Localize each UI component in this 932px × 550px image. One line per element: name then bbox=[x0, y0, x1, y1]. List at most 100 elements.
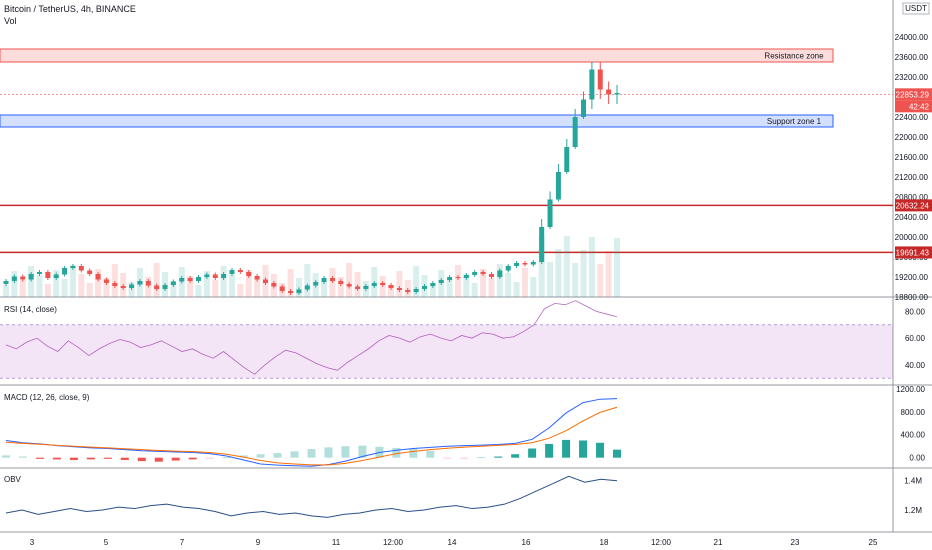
volume-bar bbox=[254, 279, 261, 297]
candle-body bbox=[447, 277, 453, 280]
volume-bar bbox=[245, 270, 252, 297]
macd-tick-label: 1200.00 bbox=[896, 385, 925, 394]
candle-body bbox=[45, 272, 51, 278]
macd-histogram-bar bbox=[460, 457, 469, 459]
macd-histogram-bar bbox=[528, 448, 537, 458]
volume-bar bbox=[220, 266, 227, 297]
obv-title: OBV bbox=[4, 475, 22, 484]
macd-histogram-bar bbox=[188, 457, 197, 460]
candle-body bbox=[120, 286, 126, 288]
rsi-line bbox=[5, 300, 618, 375]
candle-body bbox=[279, 286, 285, 291]
candle-body bbox=[405, 290, 411, 292]
macd-tick-label: 400.00 bbox=[901, 431, 926, 440]
candle-body bbox=[137, 281, 143, 285]
time-tick-label: 14 bbox=[448, 538, 457, 547]
volume-bar bbox=[555, 249, 562, 297]
candle-body bbox=[514, 263, 520, 266]
time-tick-label: 5 bbox=[104, 538, 109, 547]
volume-bar bbox=[111, 264, 118, 297]
candle-body bbox=[371, 283, 377, 286]
price-tag: 20632.24 bbox=[896, 201, 930, 210]
volume-bar bbox=[454, 265, 461, 297]
price-tick-label: 20800.00 bbox=[895, 193, 929, 202]
price-tick-label: 21600.00 bbox=[895, 153, 929, 162]
candle-body bbox=[564, 147, 570, 172]
candle-body bbox=[196, 277, 202, 281]
volume-bar bbox=[153, 263, 160, 297]
pane-background bbox=[0, 386, 932, 468]
candle-body bbox=[221, 274, 227, 278]
candle-body bbox=[36, 272, 42, 274]
macd-tick-label: 0.00 bbox=[909, 454, 925, 463]
macd-histogram-bar bbox=[409, 449, 418, 458]
candle-body bbox=[53, 274, 59, 278]
volume-bar bbox=[572, 263, 579, 297]
volume-bar bbox=[563, 236, 570, 297]
obv-tick-label: 1.4M bbox=[904, 477, 922, 486]
macd-histogram-bar bbox=[256, 454, 265, 458]
volume-bar bbox=[237, 284, 244, 297]
volume-bar bbox=[103, 278, 110, 297]
macd-histogram-bar bbox=[239, 455, 248, 458]
candle-body bbox=[380, 283, 386, 285]
candle-body bbox=[112, 283, 118, 286]
obv-line bbox=[5, 475, 618, 518]
macd-histogram-bar bbox=[52, 457, 61, 460]
macd-histogram-bar bbox=[120, 457, 129, 460]
price-tag-bg bbox=[895, 199, 932, 212]
macd-histogram-bar bbox=[69, 457, 78, 460]
volume-bar bbox=[78, 274, 85, 297]
candle-body bbox=[480, 272, 486, 274]
price-tick-label: 22400.00 bbox=[895, 113, 929, 122]
candle-body bbox=[606, 89, 612, 95]
candle-body bbox=[254, 276, 260, 280]
volume-bar bbox=[346, 263, 353, 297]
obv-tick-label: 1.2M bbox=[904, 506, 922, 515]
macd-histogram-bar bbox=[511, 454, 520, 458]
price-tag-bg bbox=[895, 100, 932, 113]
candle-body bbox=[338, 281, 344, 284]
time-tick-label: 3 bbox=[30, 538, 35, 547]
rsi-tick-label: 40.00 bbox=[905, 361, 926, 370]
volume-bar bbox=[170, 281, 177, 297]
candle-body bbox=[505, 266, 511, 271]
candle-body bbox=[413, 289, 419, 292]
volume-bar bbox=[413, 266, 420, 297]
candle-body bbox=[95, 274, 101, 280]
macd-histogram-bar bbox=[579, 440, 588, 458]
price-tag: 42:42 bbox=[909, 102, 930, 111]
macd-histogram-bar bbox=[86, 457, 95, 460]
signal-line bbox=[5, 406, 618, 466]
candle-body bbox=[421, 286, 427, 289]
candle-body bbox=[212, 274, 218, 278]
macd-histogram-bar bbox=[137, 457, 146, 462]
volume-bar bbox=[538, 235, 545, 297]
volume-bar bbox=[212, 280, 219, 297]
candle-body bbox=[614, 93, 620, 95]
volume-bar bbox=[95, 269, 102, 297]
rsi-tick-label: 80.00 bbox=[905, 307, 926, 316]
volume-bar bbox=[588, 237, 595, 297]
time-tick-label: 16 bbox=[522, 538, 531, 547]
volume-bar bbox=[3, 285, 9, 297]
macd-histogram-bar bbox=[392, 447, 401, 458]
volume-bar bbox=[388, 285, 395, 297]
macd-histogram-bar bbox=[324, 447, 333, 458]
macd-histogram-bar bbox=[341, 446, 350, 458]
volume-bar bbox=[597, 264, 604, 297]
candle-body bbox=[321, 278, 327, 282]
macd-histogram-bar bbox=[562, 439, 571, 458]
macd-tick-label: 800.00 bbox=[901, 408, 926, 417]
candle-body bbox=[229, 270, 235, 274]
time-tick-label: 21 bbox=[714, 538, 723, 547]
candle-body bbox=[187, 278, 193, 281]
price-tick-label: 23200.00 bbox=[895, 73, 929, 82]
volume-bar bbox=[488, 278, 495, 297]
volume-bar bbox=[337, 277, 344, 297]
macd-histogram-bar bbox=[2, 455, 10, 458]
macd-line bbox=[5, 398, 618, 467]
volume-bar bbox=[513, 282, 520, 297]
candle-body bbox=[11, 276, 17, 281]
